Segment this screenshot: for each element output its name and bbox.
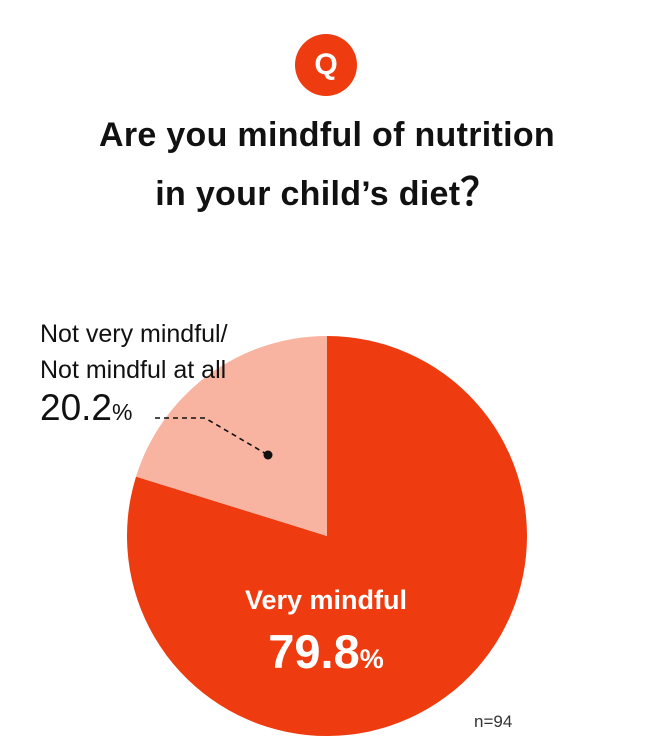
percent-sign: % — [359, 644, 384, 674]
label-not-mindful: Not very mindful/ Not mindful at all 20.… — [40, 316, 228, 430]
title-line-2: in your child’s diet？ — [0, 164, 654, 223]
pie-slice-very-mindful — [127, 335, 528, 736]
label-very-mindful-name: Very mindful — [244, 585, 408, 615]
percent-sign: % — [112, 399, 133, 425]
label-not-mindful-percent: 20.2% — [40, 387, 228, 430]
title-question-mark: ？ — [460, 172, 499, 214]
sample-size-note: n=94 — [474, 712, 513, 731]
leader-dot — [263, 450, 273, 460]
title-line-2-text: in your child’s diet — [155, 175, 461, 213]
label-very-mindful: Very mindful 79.8% — [226, 580, 426, 679]
title-line-1: Are you mindful of nutrition — [98, 116, 555, 154]
question-badge: Q — [295, 34, 357, 96]
leader-line — [155, 417, 269, 456]
percent-value: 79.8 — [268, 625, 360, 678]
label-not-mindful-line1: Not very mindful/ — [40, 320, 228, 348]
percent-value: 20.2 — [40, 387, 113, 428]
pie-slice-not-mindful — [136, 336, 327, 536]
label-very-mindful-percent: 79.8% — [226, 624, 426, 679]
label-not-mindful-line2: Not mindful at all — [40, 356, 227, 384]
chart-title: Are you mindful of nutrition in your chi… — [0, 106, 654, 223]
